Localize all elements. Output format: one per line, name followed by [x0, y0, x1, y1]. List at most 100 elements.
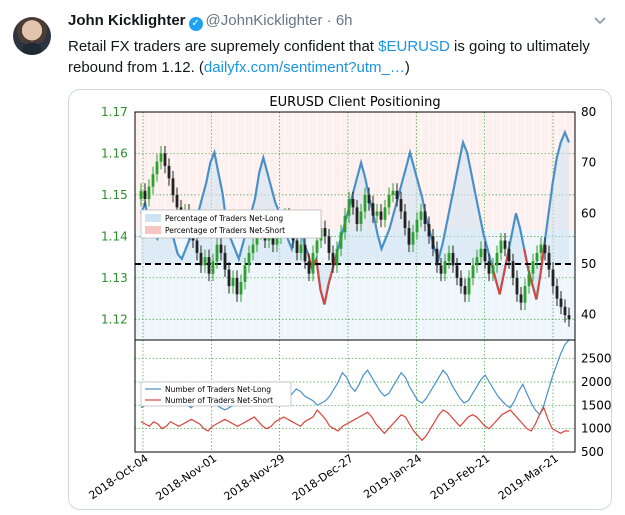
y-right-tick-label: 80	[581, 105, 596, 119]
price-candle	[371, 203, 375, 216]
price-candle	[543, 244, 547, 253]
bg-band	[388, 112, 390, 340]
price-panel: EURUSD Client Positioning 1.17 1.16 1.15 1.…	[101, 95, 596, 341]
price-candle	[199, 252, 203, 266]
price-candle	[567, 315, 571, 320]
price-candle	[423, 211, 427, 224]
y-left-tick-label: 1.12	[101, 312, 128, 326]
series-percent-net-short	[535, 273, 542, 300]
price-candle	[435, 248, 439, 266]
price-candle	[563, 306, 567, 316]
price-candle	[275, 236, 279, 245]
verified-badge-icon: ✓	[188, 17, 203, 31]
price-candle	[487, 261, 491, 274]
y-bottom-tick-label: 500	[581, 445, 604, 459]
price-candle	[419, 211, 423, 220]
price-candle	[431, 236, 435, 249]
price-candle	[491, 265, 495, 274]
y-left-tick-label: 1.16	[101, 146, 128, 160]
chart-image-card[interactable]: EURUSD Client Positioning 1.17 1.16 1.15 1.…	[68, 89, 612, 510]
price-candle	[155, 161, 159, 175]
y-left-tick-label: 1.17	[101, 105, 128, 119]
y-bottom-tick-label: 1000	[581, 422, 611, 436]
price-candle	[335, 248, 339, 266]
chevron-down-icon[interactable]	[592, 12, 610, 30]
price-candle	[339, 232, 343, 249]
bg-band	[508, 112, 510, 340]
price-candle	[547, 252, 551, 270]
bg-band	[492, 112, 494, 340]
bg-band	[332, 112, 334, 340]
price-candle	[531, 261, 535, 274]
tweet-timestamp[interactable]: 6h	[335, 12, 353, 29]
price-candle	[539, 244, 543, 253]
tweet-header: John Kicklighter ✓ @JohnKicklighter · 6h	[68, 12, 353, 31]
price-candle	[559, 298, 563, 307]
price-candle	[367, 194, 371, 204]
price-candle	[299, 244, 303, 253]
price-candle	[415, 219, 419, 233]
price-candle	[375, 211, 379, 216]
bg-band	[532, 112, 534, 340]
price-candle	[379, 211, 383, 220]
price-candle	[331, 252, 335, 266]
traders-panel: 2500 2000 1500 1000 500 Number of Traders Ne…	[134, 339, 611, 459]
price-candle	[363, 194, 367, 212]
bg-band	[500, 112, 502, 340]
separator-dot: ·	[326, 12, 332, 29]
legend-label-count-long: Number of Traders Net-Long	[165, 385, 271, 394]
price-candle	[227, 269, 231, 287]
price-candle	[427, 223, 431, 237]
y-right-tick-label: 60	[581, 206, 596, 220]
series-percent-net-short	[498, 273, 505, 295]
price-candle	[467, 277, 471, 295]
price-candle	[471, 265, 475, 278]
price-candle	[343, 215, 347, 233]
price-candle	[303, 244, 307, 262]
price-candle	[383, 207, 387, 220]
price-candle	[347, 199, 351, 216]
price-candle	[495, 252, 499, 266]
price-candle	[359, 211, 363, 224]
price-candle	[159, 153, 163, 162]
price-candle	[307, 261, 311, 274]
bg-band	[524, 112, 526, 340]
price-candle	[311, 252, 315, 274]
price-candle	[211, 261, 215, 274]
price-candle	[219, 244, 223, 253]
url-link[interactable]: dailyfx.com/sentiment?utm_…	[203, 59, 405, 76]
price-candle	[387, 194, 391, 208]
price-candle	[195, 240, 199, 253]
price-candle	[523, 286, 527, 303]
series-percent-net-short	[323, 284, 330, 305]
author-name[interactable]: John Kicklighter	[68, 12, 186, 29]
price-candle	[235, 277, 239, 295]
y-left-tick-label: 1.13	[101, 271, 128, 285]
price-candle	[167, 165, 171, 179]
price-candle	[399, 199, 403, 212]
price-candle	[351, 199, 355, 208]
bottom-legend: Number of Traders Net-Long Number of Tra…	[140, 381, 292, 407]
top-legend: Percentage of Traders Net-Long Percentag…	[140, 209, 322, 239]
price-candle	[143, 190, 147, 200]
legend-label-count-short: Number of Traders Net-Short	[165, 396, 273, 405]
legend-swatch-net-short	[145, 226, 161, 234]
y-bottom-tick-label: 1500	[581, 398, 611, 412]
price-candle	[391, 190, 395, 195]
author-handle[interactable]: @JohnKicklighter	[205, 12, 323, 29]
positioning-chart: EURUSD Client Positioning 1.17 1.16 1.15 1.…	[69, 90, 611, 509]
price-candle	[355, 207, 359, 224]
author-avatar[interactable]	[13, 17, 51, 55]
series-percent-net-short	[523, 248, 530, 270]
series-percent-net-short	[327, 268, 334, 285]
cashtag-link[interactable]: $EURUSD	[378, 38, 450, 55]
price-candle	[215, 244, 219, 262]
bg-band	[436, 112, 438, 340]
price-candle	[499, 240, 503, 253]
price-candle	[407, 228, 411, 245]
price-candle	[239, 281, 243, 295]
price-candle	[479, 248, 483, 258]
price-candle	[147, 186, 151, 200]
price-candle	[243, 265, 247, 282]
price-candle	[507, 248, 511, 262]
